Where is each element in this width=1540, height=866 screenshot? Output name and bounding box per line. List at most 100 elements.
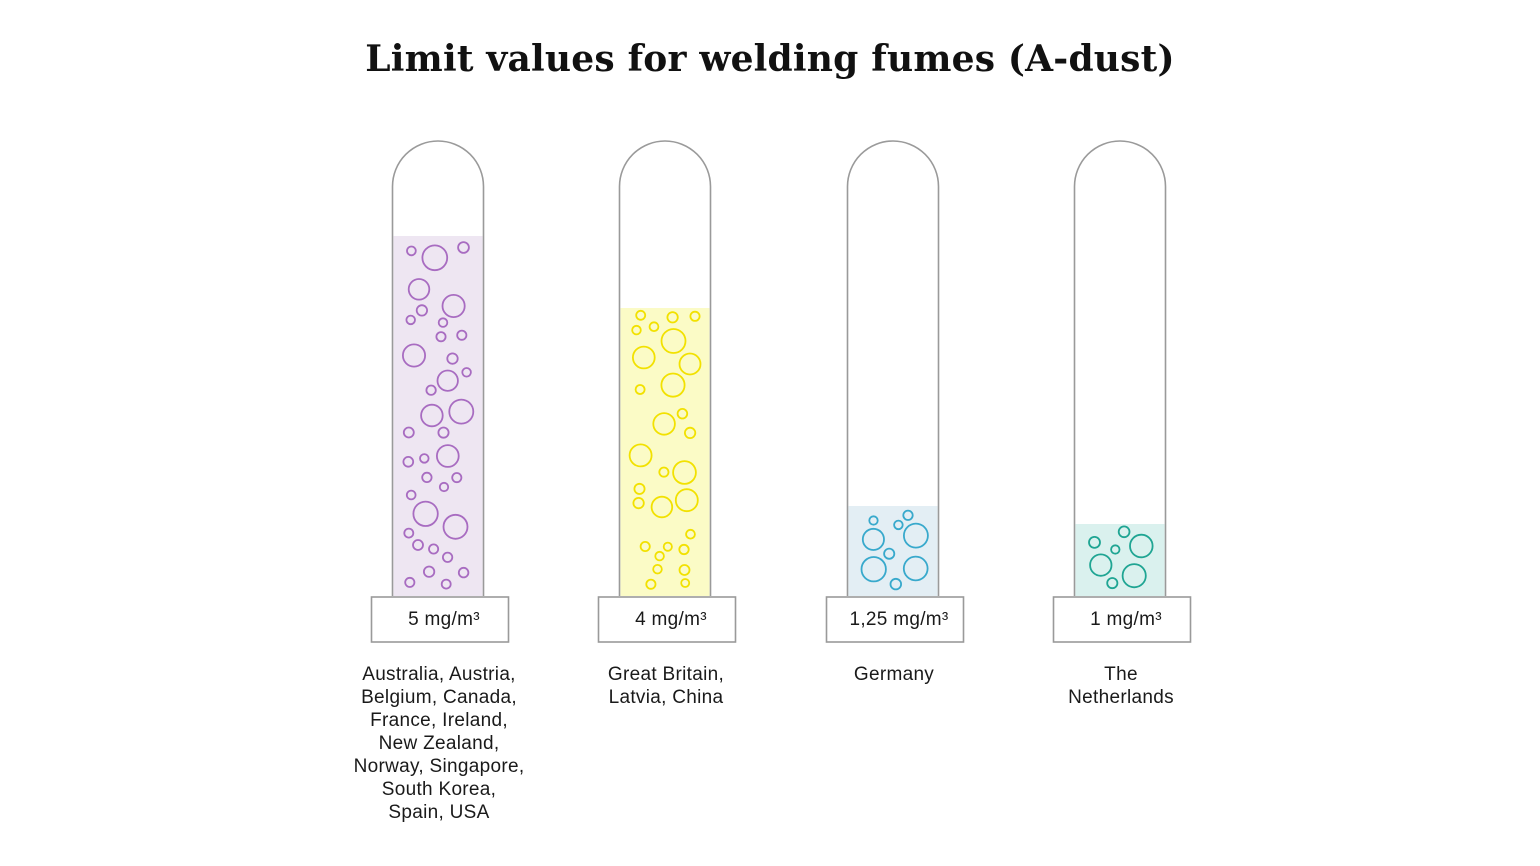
bubbles-2 <box>628 309 702 590</box>
bubble <box>441 551 454 563</box>
bubble <box>902 555 929 582</box>
bubble <box>415 304 428 317</box>
chart-title: Limit values for welding fumes (A-dust) <box>365 38 1175 80</box>
bubble <box>685 528 696 540</box>
bubble <box>446 352 459 365</box>
tube-outline <box>846 140 940 596</box>
bubble <box>860 556 887 583</box>
bubble <box>412 500 439 527</box>
bubbles-1 <box>401 241 475 590</box>
category-label-line: France, Ireland, <box>370 710 508 731</box>
bubble <box>1089 553 1113 577</box>
bubble <box>632 496 645 510</box>
bubble <box>633 482 646 495</box>
bubble <box>421 244 449 272</box>
tube-4: 1 mg/m³ <box>1052 140 1192 643</box>
value-label: 1,25 mg/m³ <box>849 609 948 630</box>
bubble <box>1117 525 1131 539</box>
bubble <box>1121 563 1147 589</box>
bubble <box>645 578 657 590</box>
category-label-line: Australia, Austria, <box>362 664 516 685</box>
value-label: 1 mg/m³ <box>1090 609 1162 630</box>
bubble <box>658 466 670 478</box>
value-label-box <box>370 596 510 643</box>
bubble <box>648 321 660 333</box>
bubble <box>438 481 450 493</box>
tube-outline <box>618 140 712 596</box>
bubble <box>437 317 449 328</box>
bubble <box>405 314 416 326</box>
bubble <box>420 403 444 428</box>
category-label: Great Britain, Latvia, China <box>546 663 786 709</box>
category-label-line: The <box>1104 664 1138 685</box>
category-label-line: New Zealand, <box>378 733 500 754</box>
liquid-bar-1 <box>393 236 483 596</box>
bubble <box>425 384 437 396</box>
category-label: The Netherlands <box>1001 663 1241 709</box>
bubble <box>461 367 472 378</box>
bubble <box>451 472 463 484</box>
bubble <box>1088 536 1101 549</box>
value-label-box <box>597 596 737 643</box>
bubble <box>654 550 665 562</box>
category-label: Australia, Austria, Belgium, Canada, Franc… <box>319 663 559 824</box>
tube-1: 5 mg/m³ <box>370 140 510 643</box>
value-label-box <box>825 596 965 643</box>
bubble <box>680 578 691 588</box>
category-label-line: Norway, Singapore, <box>353 756 525 777</box>
bubble <box>631 324 642 336</box>
bubble <box>628 443 653 468</box>
bubble <box>421 471 433 483</box>
bubble <box>428 543 440 555</box>
bubble <box>436 369 459 392</box>
category-label-line: Spain, USA <box>388 802 490 823</box>
bubble <box>422 565 436 578</box>
bubble <box>689 310 701 322</box>
bubble <box>883 547 896 560</box>
category-label-line: Germany <box>853 664 935 685</box>
category-label-line: Belgium, Canada, <box>361 687 517 708</box>
bubble <box>456 329 468 341</box>
bubble <box>401 343 426 368</box>
bubble <box>902 509 914 521</box>
bubble <box>1129 533 1154 559</box>
bubble <box>435 444 460 468</box>
bubble <box>1110 544 1121 555</box>
bubbles-3 <box>860 509 929 591</box>
bubble <box>404 576 416 588</box>
bubble <box>437 426 450 439</box>
tube-3: 1,25 mg/m³ <box>825 140 965 643</box>
bubble <box>861 527 885 551</box>
tube-2: 4 mg/m³ <box>597 140 737 643</box>
bubble <box>868 515 879 526</box>
bubble <box>457 566 470 579</box>
liquid-bar-2 <box>620 308 710 596</box>
bubble <box>1106 577 1119 590</box>
bubble <box>672 460 697 485</box>
bubble <box>652 564 663 575</box>
bubble <box>405 489 417 501</box>
tube-outline <box>1073 140 1167 596</box>
bubble <box>666 311 679 324</box>
category-label-line: Latvia, China <box>608 687 724 708</box>
value-label-box <box>1052 596 1192 643</box>
bubble <box>403 527 415 539</box>
bubble <box>660 328 687 354</box>
bubble <box>442 513 469 540</box>
value-label: 4 mg/m³ <box>635 609 707 630</box>
bubble <box>903 522 929 549</box>
bubble <box>634 384 646 395</box>
bubble <box>402 426 415 439</box>
bubble <box>402 455 415 468</box>
bubbles-4 <box>1088 525 1154 590</box>
bubble <box>441 293 466 318</box>
bubble <box>406 245 417 257</box>
bubble <box>650 495 674 519</box>
bubble <box>683 426 697 439</box>
bubble <box>662 541 673 552</box>
category-label-line: South Korea, <box>381 779 497 800</box>
bubble <box>889 577 903 591</box>
bubble <box>419 453 430 464</box>
bubble <box>635 309 647 321</box>
bubble <box>678 352 702 376</box>
